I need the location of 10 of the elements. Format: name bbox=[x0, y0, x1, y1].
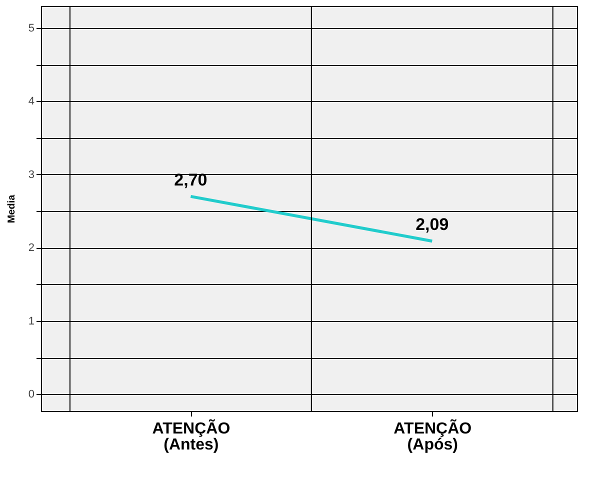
y-tick-label: 3 bbox=[28, 168, 34, 181]
y-tick-label: 5 bbox=[28, 22, 34, 34]
x-tick-label: ATENÇÃO (Após) bbox=[394, 418, 472, 454]
data-label: 2,09 bbox=[416, 215, 449, 234]
y-tick-label: 1 bbox=[28, 315, 34, 328]
y-tick-label: 0 bbox=[28, 388, 34, 401]
y-tick-label: 2 bbox=[28, 242, 34, 254]
x-tick-label: ATENÇÃO (Antes) bbox=[152, 418, 230, 454]
y-axis-title: Media bbox=[6, 194, 18, 224]
y-tick-label: 4 bbox=[28, 96, 34, 108]
